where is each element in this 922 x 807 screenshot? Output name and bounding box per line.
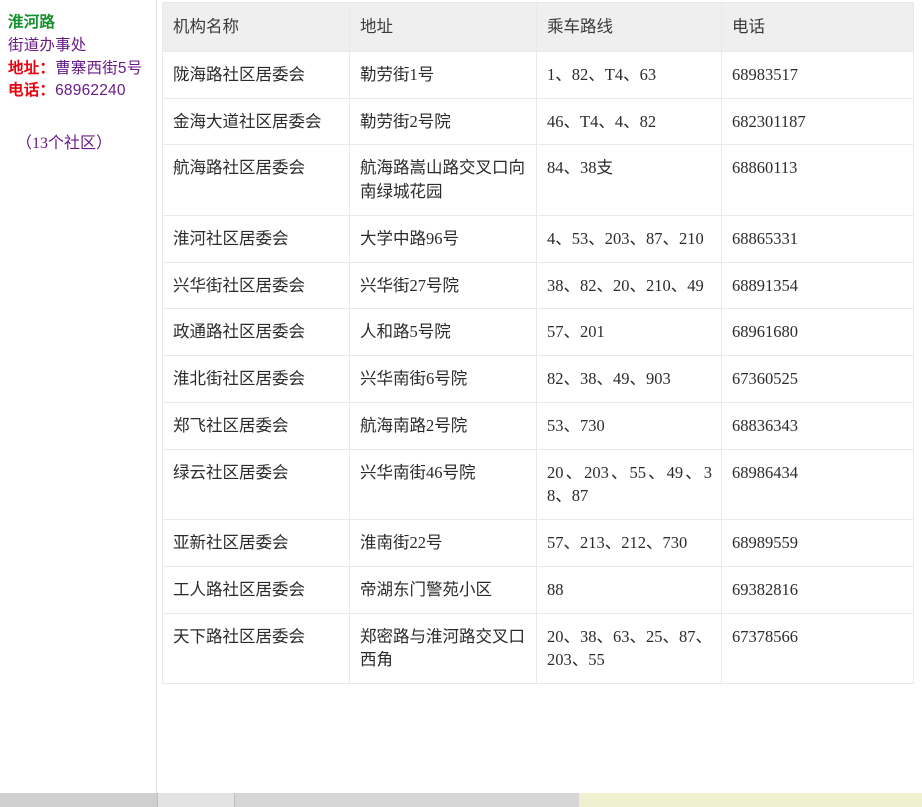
street-office-info-panel: 淮河路 街道办事处 地址：曹寨西街5号 电话：68962240 （13个社区） [0, 0, 157, 793]
cell-org-name: 淮北街社区居委会 [162, 355, 350, 403]
office-dept-line: 街道办事处 [8, 35, 150, 58]
phone-label: 电话： [8, 82, 56, 100]
cell-bus-routes: 82、38、49、903 [536, 355, 722, 403]
cell-org-name: 淮河社区居委会 [162, 215, 350, 263]
cell-address: 人和路5号院 [349, 308, 537, 356]
table-row: 政通路社区居委会 人和路5号院 57、201 68961680 [162, 308, 914, 356]
column-header-phone: 电话 [721, 2, 914, 52]
office-name: 淮河路 [8, 14, 56, 31]
cell-bus-routes: 57、201 [536, 308, 722, 356]
cell-phone: 68860113 [721, 144, 914, 216]
table-row: 淮河社区居委会 大学中路96号 4、53、203、87、210 68865331 [162, 215, 914, 263]
cell-phone: 68961680 [721, 308, 914, 356]
cell-bus-routes: 57、213、212、730 [536, 519, 722, 567]
cell-org-name: 陇海路社区居委会 [162, 51, 350, 99]
cell-phone: 68986434 [721, 449, 914, 520]
scroll-strip-highlight [578, 793, 922, 807]
community-count: （13个社区） [16, 135, 113, 153]
cell-phone: 68989559 [721, 519, 914, 567]
office-address-line: 地址：曹寨西街5号 [8, 58, 150, 81]
cell-address: 勒劳街2号院 [349, 98, 537, 146]
cell-bus-routes: 1、82、T4、63 [536, 51, 722, 99]
cell-org-name: 天下路社区居委会 [162, 613, 350, 684]
office-title-line: 淮河路 [8, 12, 150, 35]
table-row: 航海路社区居委会 航海路嵩山路交叉口向南绿城花园 84、38支 68860113 [162, 144, 914, 216]
table-row: 工人路社区居委会 帝湖东门警苑小区 88 69382816 [162, 566, 914, 614]
cell-phone: 68983517 [721, 51, 914, 99]
scroll-strip-left-segment [0, 793, 157, 807]
table-row: 陇海路社区居委会 勒劳街1号 1、82、T4、63 68983517 [162, 51, 914, 99]
cell-org-name: 工人路社区居委会 [162, 566, 350, 614]
cell-phone: 68865331 [721, 215, 914, 263]
table-row: 兴华街社区居委会 兴华街27号院 38、82、20、210、49 68891354 [162, 262, 914, 310]
cell-address: 勒劳街1号 [349, 51, 537, 99]
cell-address: 淮南街22号 [349, 519, 537, 567]
cell-phone: 67378566 [721, 613, 914, 684]
table-row: 金海大道社区居委会 勒劳街2号院 46、T4、4、82 682301187 [162, 98, 914, 146]
cell-address: 兴华南街6号院 [349, 355, 537, 403]
cell-bus-routes: 4、53、203、87、210 [536, 215, 722, 263]
table-header-row: 机构名称 地址 乘车路线 电话 [162, 2, 914, 52]
table-row: 绿云社区居委会 兴华南街46号院 20、203、55、49、38、87 6898643… [162, 449, 914, 520]
address-label: 地址： [8, 59, 56, 77]
cell-org-name: 金海大道社区居委会 [162, 98, 350, 146]
office-department: 街道办事处 [8, 36, 87, 54]
cell-address: 帝湖东门警苑小区 [349, 566, 537, 614]
cell-phone: 682301187 [721, 98, 914, 146]
scrollbar-thumb[interactable] [157, 793, 235, 807]
cell-phone: 68891354 [721, 262, 914, 310]
column-header-bus: 乘车路线 [536, 2, 722, 52]
table-row: 淮北街社区居委会 兴华南街6号院 82、38、49、903 67360525 [162, 355, 914, 403]
bottom-scroll-strip[interactable] [0, 793, 922, 807]
cell-org-name: 亚新社区居委会 [162, 519, 350, 567]
table-body: 陇海路社区居委会 勒劳街1号 1、82、T4、63 68983517 金海大道社区居委会… [162, 51, 914, 684]
cell-address: 航海南路2号院 [349, 402, 537, 450]
cell-bus-routes: 46、T4、4、82 [536, 98, 722, 146]
table-row: 亚新社区居委会 淮南街22号 57、213、212、730 68989559 [162, 519, 914, 567]
table-row: 天下路社区居委会 郑密路与淮河路交叉口西角 20、38、63、25、87、203、5… [162, 613, 914, 684]
cell-phone: 69382816 [721, 566, 914, 614]
cell-org-name: 航海路社区居委会 [162, 144, 350, 216]
cell-bus-routes: 20、203、55、49、38、87 [536, 449, 722, 520]
cell-phone: 68836343 [721, 402, 914, 450]
table-header: 机构名称 地址 乘车路线 电话 [162, 2, 914, 52]
scrollbar-track[interactable] [235, 793, 579, 807]
organization-table: 机构名称 地址 乘车路线 电话 陇海路社区居委会 勒劳街1号 1、82、T4、63 6… [162, 2, 914, 684]
phone-value: 68962240 [55, 82, 126, 100]
cell-bus-routes: 53、730 [536, 402, 722, 450]
cell-org-name: 绿云社区居委会 [162, 449, 350, 520]
cell-address: 大学中路96号 [349, 215, 537, 263]
cell-phone: 67360525 [721, 355, 914, 403]
organization-table-pane: 机构名称 地址 乘车路线 电话 陇海路社区居委会 勒劳街1号 1、82、T4、63 6… [157, 0, 922, 793]
cell-bus-routes: 88 [536, 566, 722, 614]
cell-address: 兴华街27号院 [349, 262, 537, 310]
cell-bus-routes: 84、38支 [536, 144, 722, 216]
table-row: 郑飞社区居委会 航海南路2号院 53、730 68836343 [162, 402, 914, 450]
cell-org-name: 兴华街社区居委会 [162, 262, 350, 310]
address-value: 曹寨西街5号 [55, 59, 143, 77]
cell-org-name: 政通路社区居委会 [162, 308, 350, 356]
column-header-name: 机构名称 [162, 2, 350, 52]
cell-bus-routes: 20、38、63、25、87、203、55 [536, 613, 722, 684]
office-phone-line: 电话：68962240 [8, 80, 150, 103]
column-header-address: 地址 [349, 2, 537, 52]
cell-org-name: 郑飞社区居委会 [162, 402, 350, 450]
cell-address: 郑密路与淮河路交叉口西角 [349, 613, 537, 684]
office-info-block: 淮河路 街道办事处 地址：曹寨西街5号 电话：68962240 [8, 12, 150, 103]
cell-address: 兴华南街46号院 [349, 449, 537, 520]
cell-bus-routes: 38、82、20、210、49 [536, 262, 722, 310]
cell-address: 航海路嵩山路交叉口向南绿城花园 [349, 144, 537, 216]
